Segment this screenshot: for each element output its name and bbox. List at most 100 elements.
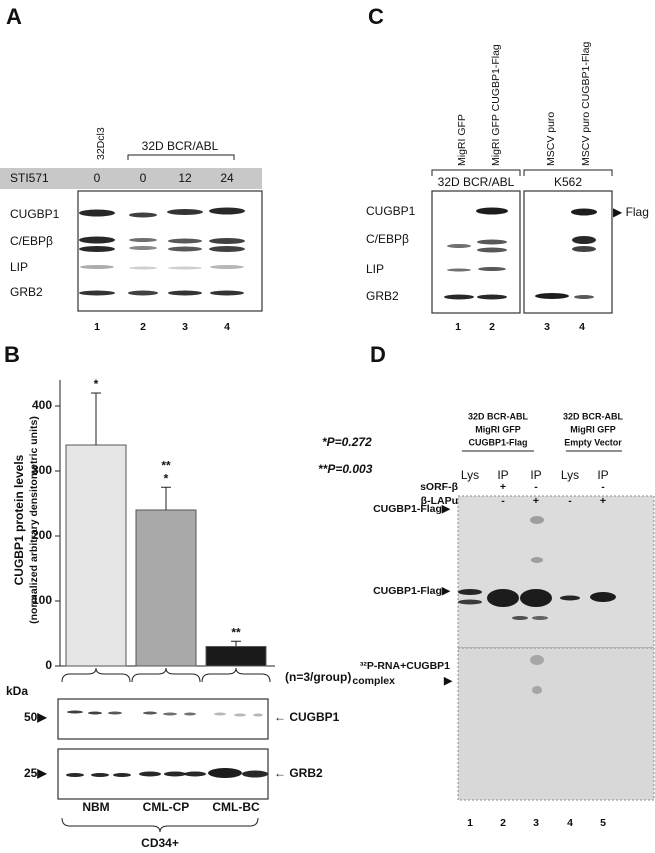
band (458, 589, 482, 595)
y-label: (normalized arbitrary densitometric unit… (28, 416, 40, 624)
x-tick-label: NBM (82, 800, 109, 814)
band (572, 246, 596, 252)
band (476, 207, 508, 215)
band (478, 267, 506, 271)
marker: 25▶ (24, 766, 47, 780)
band (163, 712, 177, 716)
dose: 24 (220, 171, 234, 185)
lane-label: IP (597, 468, 608, 482)
band (129, 212, 157, 218)
band (447, 244, 471, 248)
row-label: GRB2 (10, 285, 43, 299)
band (66, 773, 84, 777)
panel-label: C (368, 4, 384, 29)
lane-label: MigRI GFP (456, 114, 468, 166)
band (477, 247, 507, 253)
panel-d-text: 32D BCR-ABL MigRI GFP CUGBP1-Flag 32D BCR-A… (352, 411, 623, 828)
dose: 0 (94, 171, 101, 185)
band-label: ³²P-RNA+CUGBP1 (360, 660, 450, 672)
x-tick-label: CML-BC (212, 800, 260, 814)
sign: + (600, 495, 606, 507)
band (79, 246, 115, 252)
n-label: (n=3/group) (285, 670, 351, 684)
band (168, 238, 202, 244)
error-bar (161, 486, 171, 510)
band (168, 246, 202, 252)
band (242, 770, 268, 778)
band-label: CUGBP1-Flag▶ (373, 503, 451, 515)
bracket (61, 667, 271, 683)
panel-c-text: MigRI GFP MigRI GFP CUGBP1-Flag MSCV puro M… (366, 42, 592, 333)
band (91, 773, 109, 777)
blot (457, 647, 655, 801)
blot (457, 495, 655, 649)
lane-label: IP (530, 468, 541, 482)
band (168, 290, 202, 296)
lane-number: 4 (224, 321, 230, 333)
band (532, 686, 542, 694)
lane-number: 5 (600, 817, 606, 829)
lane-number: 3 (182, 321, 188, 333)
significance: * (164, 471, 169, 485)
bar (205, 646, 267, 667)
lane-label: IP (497, 468, 508, 482)
header-bar (0, 168, 262, 189)
error-bar (231, 640, 241, 647)
lane-number: 1 (467, 817, 473, 829)
band (184, 712, 196, 716)
lane-number: 1 (94, 321, 100, 333)
sign: - (568, 495, 572, 507)
lane-number: 3 (544, 321, 550, 333)
band (67, 710, 83, 714)
sign: - (534, 481, 538, 493)
bands (66, 207, 616, 778)
significance: ** (231, 625, 241, 639)
row-label: LIP (10, 260, 28, 274)
group-label: 32D BCR/ABL (142, 139, 219, 153)
band (143, 711, 157, 715)
annotation: **P=0.003 (318, 462, 373, 476)
lane-label: MSCV puro (545, 112, 557, 166)
row-label: ← GRB2 (274, 766, 323, 780)
row-label: GRB2 (366, 289, 399, 303)
bracket (431, 169, 613, 176)
band (530, 655, 544, 665)
band-label: CUGBP1-Flag▶ (373, 585, 451, 597)
y-label: CUGBP1 protein levels (12, 454, 26, 585)
panel-label: D (370, 342, 386, 367)
annotation: *P=0.272 (322, 435, 372, 449)
band (234, 713, 246, 717)
band (209, 246, 245, 252)
y-tick-label: 0 (45, 658, 52, 672)
lane-label: MSCV puro CUGBP1-Flag (580, 42, 592, 166)
header: Empty Vector (564, 437, 622, 447)
band (444, 294, 474, 300)
condition: sORF-β (420, 481, 459, 493)
lane-label: MigRI GFP CUGBP1-Flag (490, 44, 502, 166)
band (209, 207, 245, 215)
treatment: STI571 (10, 171, 49, 185)
band (458, 599, 482, 605)
bar (135, 509, 197, 667)
lane-label: Lys (561, 468, 579, 482)
group-label: K562 (554, 175, 582, 189)
band (79, 290, 115, 296)
band (477, 239, 507, 245)
band (108, 711, 122, 715)
header: 32D BCR-ABL (468, 411, 529, 421)
band (512, 616, 528, 620)
group-label: 32D BCR/ABL (438, 175, 515, 189)
band (208, 768, 242, 778)
band (168, 266, 202, 270)
band (520, 589, 552, 607)
bar (65, 444, 127, 667)
blot (431, 190, 521, 314)
bracket (61, 817, 259, 833)
row-label: CUGBP1 (10, 207, 60, 221)
bracket (127, 154, 235, 160)
band (590, 592, 616, 602)
lane-number: 3 (533, 817, 539, 829)
lane-number: 2 (489, 321, 495, 333)
